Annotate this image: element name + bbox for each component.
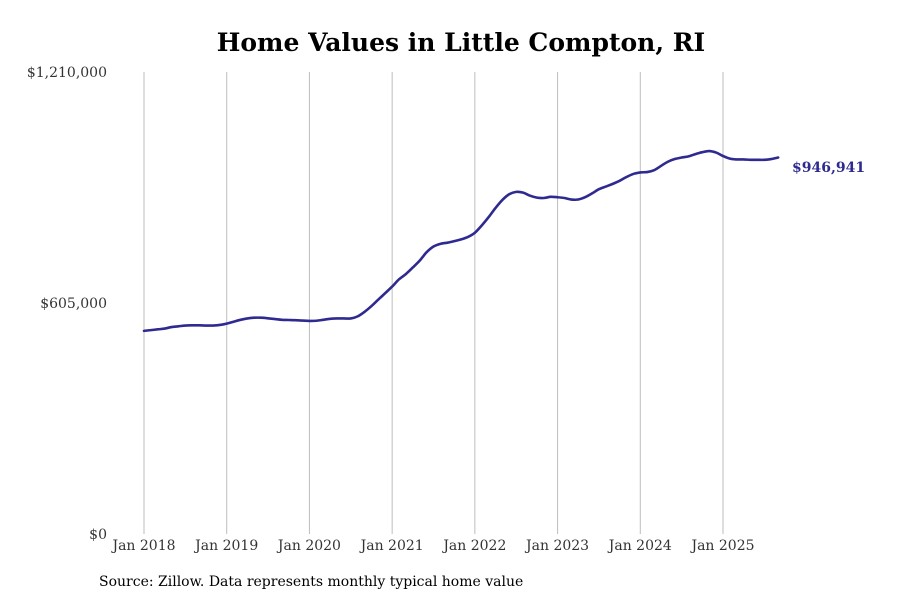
x-tick-label: Jan 2019 [193, 538, 258, 554]
x-axis-ticks: Jan 2018 Jan 2019 Jan 2020 Jan 2021 Jan 2022… [110, 538, 754, 554]
y-tick-label: $0 [89, 527, 107, 543]
series-line [142, 149, 780, 333]
x-tick-label: Jan 2018 [110, 538, 175, 554]
y-tick-label: $605,000 [40, 296, 107, 312]
y-tick-label: $1,210,000 [27, 65, 107, 81]
x-tick-label: Jan 2025 [689, 538, 754, 554]
x-tick-label: Jan 2020 [276, 538, 341, 554]
x-tick-label: Jan 2022 [441, 538, 506, 554]
x-tick-label: Jan 2024 [607, 538, 672, 554]
y-axis-ticks: $0 $605,000 $1,210,000 [27, 65, 107, 543]
x-tick-label: Jan 2021 [359, 538, 424, 554]
source-note: Source: Zillow. Data represents monthly … [99, 574, 524, 590]
chart-title: Home Values in Little Compton, RI [217, 28, 705, 57]
x-tick-label: Jan 2023 [524, 538, 589, 554]
gridlines [143, 72, 724, 534]
end-value-label: $946,941 [792, 160, 865, 176]
series-layer [142, 149, 780, 333]
